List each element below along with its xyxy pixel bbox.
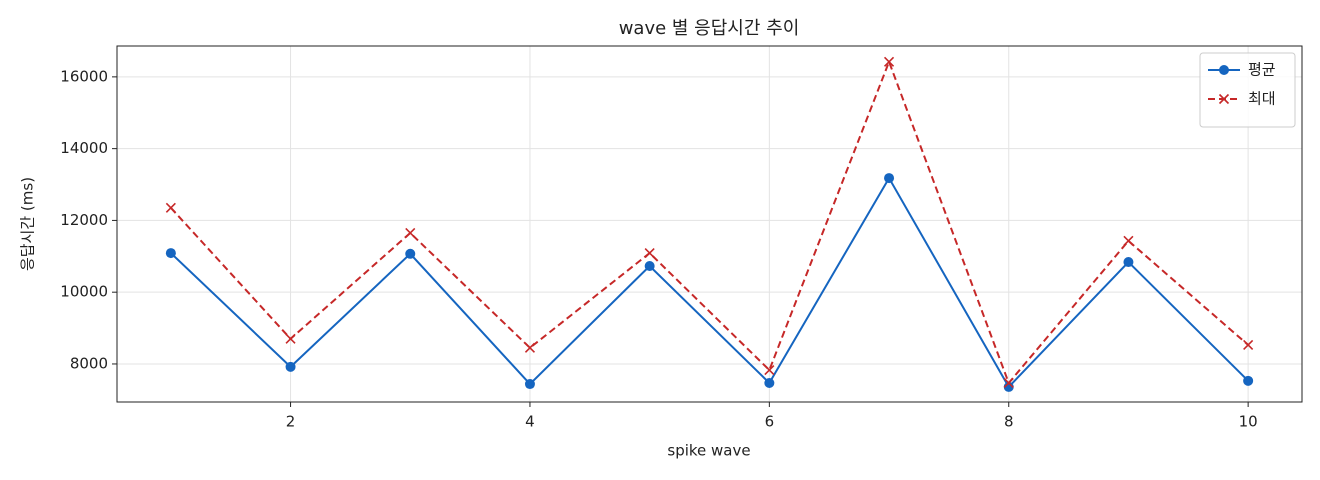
series-line (170, 176, 1249, 389)
chart-title: wave 별 응답시간 추이 (619, 18, 800, 39)
marker (285, 333, 296, 344)
marker (165, 202, 176, 213)
marker (764, 364, 775, 376)
marker (285, 361, 296, 372)
y-tick-label: 10000 (60, 283, 108, 301)
legend-label: 평균 (1248, 61, 1276, 79)
legend-marker (1218, 93, 1230, 105)
x-tick-label: 8 (1004, 413, 1014, 431)
y-tick-label: 16000 (60, 67, 108, 85)
marker (644, 248, 655, 259)
x-tick-label: 10 (1239, 413, 1258, 431)
marker (1003, 377, 1014, 389)
marker (644, 260, 655, 271)
x-tick-label: 4 (525, 413, 535, 431)
legend-label: 최대 (1248, 90, 1276, 108)
y-tick-label: 14000 (60, 139, 108, 157)
marker (884, 173, 895, 184)
y-axis-label: 응답시간 (ms) (19, 177, 37, 271)
marker (764, 377, 775, 388)
marker (405, 227, 416, 239)
series-line (170, 58, 1249, 385)
marker (1123, 257, 1134, 268)
y-tick-label: 12000 (60, 211, 108, 229)
plot-frame (116, 45, 1303, 403)
marker (1123, 235, 1134, 246)
marker (524, 379, 535, 390)
marker (883, 56, 895, 67)
y-tick-label: 8000 (70, 354, 108, 372)
x-tick-label: 2 (286, 413, 296, 431)
marker (524, 342, 536, 353)
marker (165, 248, 176, 259)
x-tick-label: 6 (765, 413, 775, 431)
marker (1243, 339, 1254, 351)
marker (1243, 375, 1254, 386)
legend-marker (1219, 65, 1229, 75)
marker (405, 248, 416, 259)
x-axis-label: spike wave (667, 442, 750, 460)
